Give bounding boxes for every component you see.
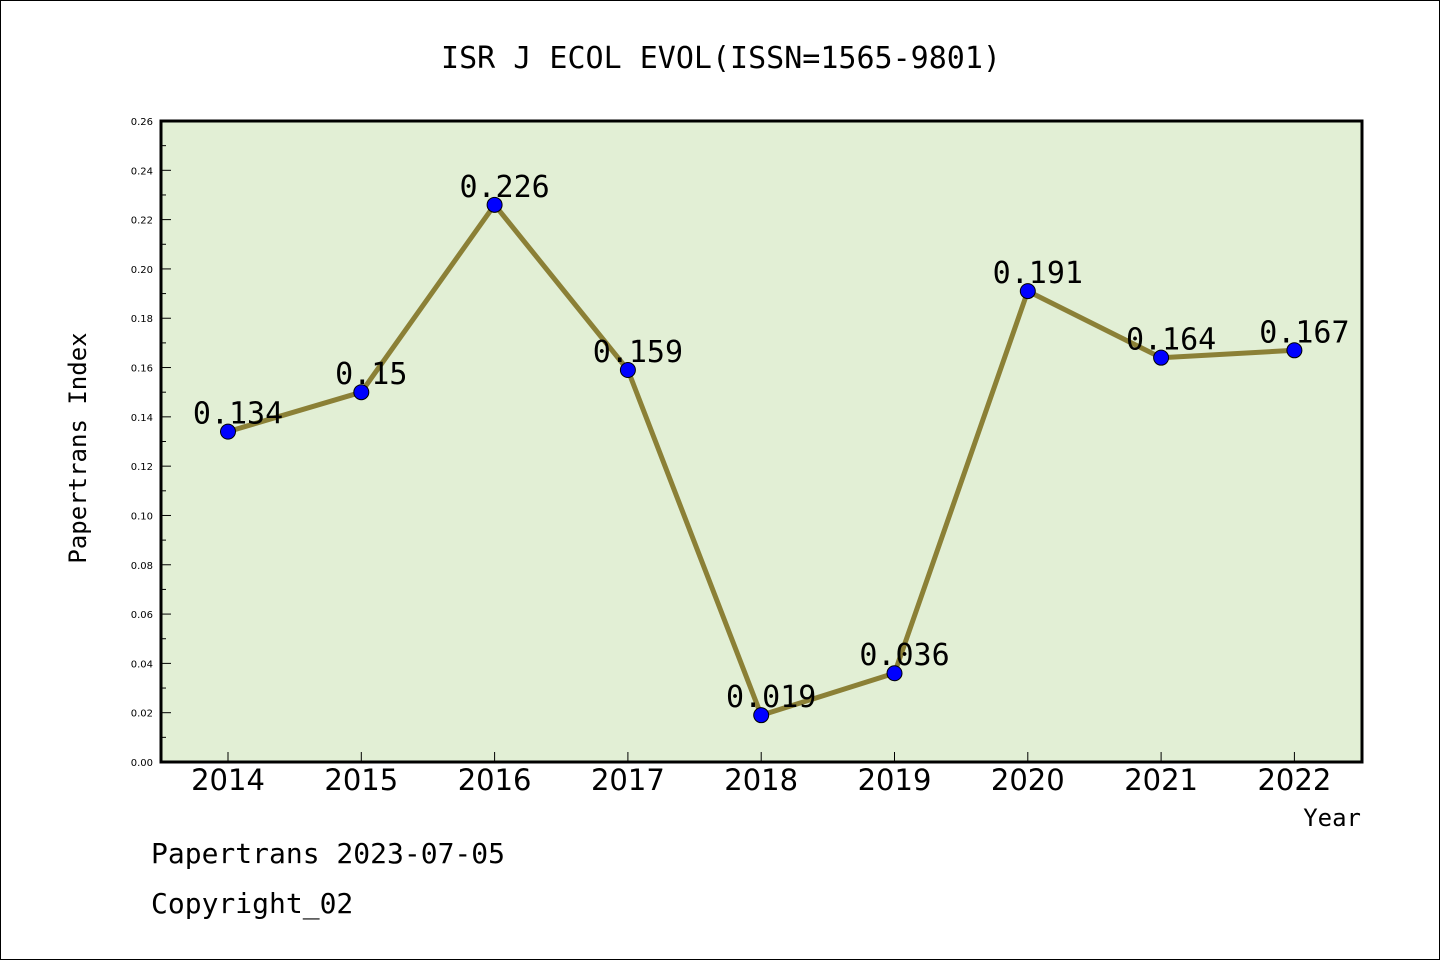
data-point [1019,283,1036,300]
data-point [353,384,370,401]
data-label: 0.164 [1126,323,1216,358]
x-tick-label: 2022 [1257,763,1331,797]
x-tick-label: 2019 [858,763,932,797]
data-point [1286,342,1303,359]
data-markers [220,196,1303,724]
y-tick-label: 0.16 [131,364,153,375]
data-point [486,196,503,213]
footer-copyright-text: Copyright_02 [151,887,354,920]
data-label: 0.134 [193,397,283,432]
y-tick-label: 0.08 [131,561,153,572]
y-tick-label: 0.18 [131,314,153,325]
data-label: 0.019 [726,680,816,715]
x-tick-label: 2018 [724,763,798,797]
y-tick-label: 0.24 [131,166,153,177]
data-label: 0.191 [993,256,1083,291]
x-axis-ticks: 2014 2015 2016 2017 2018 2019 2020 2021 2022 [191,752,1331,797]
y-axis-label: Papertrans Index [64,332,92,563]
data-point [619,362,636,379]
data-point [886,665,903,682]
y-tick-label: 0.22 [131,216,153,227]
y-tick-label: 0.20 [131,265,153,276]
data-label: 0.159 [593,335,683,370]
x-axis-label: Year [1303,804,1361,832]
x-tick-label: 2015 [324,763,398,797]
y-tick-label: 0.26 [131,117,153,128]
y-tick-label: 0.10 [131,511,153,522]
y-tick-label: 0.12 [131,462,153,473]
y-axis-ticks: 0.00 0.02 0.04 0.06 0.08 0.10 0.12 0.14 0.16 0.18… [131,117,171,769]
chart-title: ISR J ECOL EVOL(ISSN=1565-9801) [441,41,1001,76]
data-labels: 0.134 0.15 0.226 0.159 0.019 0.036 0.191 0.164 0… [193,170,1350,715]
y-tick-label: 0.02 [131,709,153,720]
x-tick-label: 2020 [991,763,1065,797]
y-tick-label: 0.06 [131,610,153,621]
data-label: 0.036 [859,638,949,673]
y-tick-label: 0.04 [131,659,153,670]
data-point [1153,349,1170,366]
y-tick-label: 0.00 [131,758,153,769]
data-point [220,423,236,440]
data-label: 0.15 [335,357,407,392]
x-tick-label: 2014 [191,763,265,797]
footer-date-text: Papertrans 2023-07-05 [151,837,506,870]
data-label: 0.226 [459,170,549,205]
data-label: 0.167 [1259,315,1349,350]
y-tick-label: 0.14 [131,413,153,424]
plot-area [159,119,1364,764]
x-tick-label: 2016 [458,763,532,797]
x-tick-label: 2021 [1124,763,1198,797]
data-point [753,707,770,724]
x-tick-label: 2017 [591,763,665,797]
